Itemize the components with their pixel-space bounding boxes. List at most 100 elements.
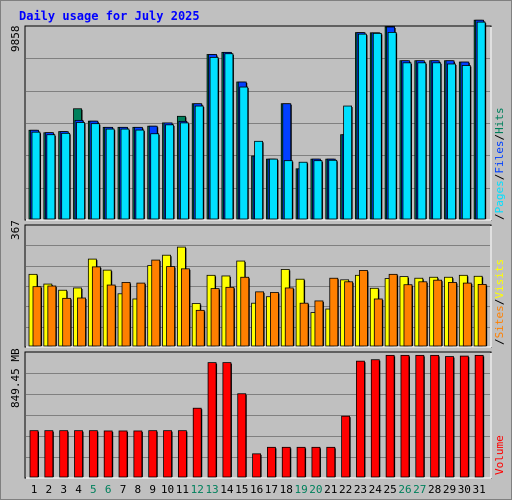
pages-bar: [120, 128, 130, 220]
volume-bar: [237, 393, 247, 478]
pages-bar: [298, 161, 308, 220]
volume-bar: [74, 430, 83, 478]
day-label: 19: [294, 483, 307, 496]
pages-bar: [90, 123, 100, 220]
volume-bar: [88, 430, 98, 478]
volume-bar: [385, 354, 395, 478]
volume-panel-ymax-label: 849.45 MB: [9, 348, 22, 408]
sites-bar: [359, 270, 368, 347]
pages-bar: [283, 160, 293, 220]
pages-bar: [402, 62, 412, 220]
volume-bar: [267, 446, 276, 478]
pages-bar: [194, 105, 204, 220]
pages-bar: [179, 122, 189, 220]
legend-separator: /: [493, 134, 506, 141]
volume-bar: [281, 446, 291, 478]
volume-bar: [311, 446, 321, 478]
day-label: 29: [443, 483, 456, 496]
sites-bar: [344, 281, 354, 347]
sites-bar: [106, 284, 116, 347]
pages-bar: [358, 33, 367, 220]
pages-bar: [476, 21, 486, 220]
volume-bar: [192, 407, 202, 478]
sites-bar: [270, 292, 279, 347]
pages-bar: [447, 63, 456, 220]
visits-panel-ymax-label: 367: [9, 220, 22, 240]
day-label: 31: [473, 483, 486, 496]
legend-text: /Pages/Files/Hits: [493, 107, 506, 220]
sites-bar: [299, 302, 309, 347]
legend-files: Files: [493, 141, 506, 174]
chart-title: Daily usage for July 2025: [19, 9, 200, 23]
day-label: 8: [135, 483, 142, 496]
day-label: 13: [205, 483, 218, 496]
day-label: 3: [60, 483, 67, 496]
day-label: 15: [235, 483, 248, 496]
legend-separator: /: [493, 174, 506, 181]
volume-bar: [29, 430, 39, 478]
sites-bar: [225, 286, 235, 347]
volume-bar: [163, 430, 172, 478]
day-label: 16: [250, 483, 263, 496]
sites-bar: [121, 282, 131, 347]
sites-bar: [91, 266, 101, 347]
sites-bar: [195, 309, 205, 347]
volume-bar: [459, 355, 469, 478]
day-label: 18: [280, 483, 293, 496]
volume-bar: [177, 430, 187, 478]
volume-bar: [400, 354, 410, 478]
sites-bar: [284, 287, 294, 347]
day-label: 11: [176, 483, 189, 496]
pages-bar: [165, 124, 174, 220]
sites-bar: [329, 277, 339, 347]
pages-bar: [31, 131, 41, 220]
sites-bar: [166, 266, 175, 347]
pages-bar: [135, 129, 145, 220]
legend-text: Volume: [493, 435, 506, 475]
volume-bar: [207, 362, 217, 478]
day-label: 20: [309, 483, 322, 496]
volume-bar: [44, 430, 54, 478]
sites-bar: [373, 298, 383, 347]
sites-bar: [433, 279, 443, 347]
day-label: 30: [458, 483, 471, 496]
sites-bar: [62, 297, 72, 347]
pages-bar: [150, 133, 160, 220]
legend-volume: Volume: [493, 435, 506, 475]
pages-bar: [105, 128, 115, 220]
day-label: 10: [161, 483, 174, 496]
pages-bar: [239, 86, 249, 220]
legend-pages: Pages: [493, 180, 506, 213]
hits-panel-ymax-label: 9858: [9, 26, 22, 53]
legend-hits-files-pages: /Pages/Files/Hits: [493, 107, 506, 220]
pages-bar: [461, 65, 471, 220]
day-label: 26: [398, 483, 411, 496]
pages-bar: [254, 140, 263, 220]
day-label: 9: [149, 483, 156, 496]
pages-bar: [372, 32, 382, 220]
day-label: 21: [324, 483, 337, 496]
legend-hits: Hits: [493, 107, 506, 134]
pages-bar: [209, 57, 219, 220]
pages-bar: [387, 32, 397, 220]
volume-bar: [118, 430, 128, 478]
legend-visits: Visits: [493, 259, 506, 299]
volume-bar: [474, 354, 484, 478]
volume-bar: [59, 430, 69, 478]
volume-bar: [133, 430, 143, 478]
legend-sites: Sites: [493, 305, 506, 338]
sites-bar: [32, 286, 42, 347]
pages-bar: [328, 159, 338, 220]
sites-bar: [477, 283, 487, 347]
day-label: 27: [413, 483, 426, 496]
sites-bar: [77, 297, 86, 347]
legend-separator: /: [493, 213, 506, 220]
day-label: 24: [369, 483, 383, 496]
sites-bar: [448, 282, 457, 347]
pages-bar: [417, 62, 427, 220]
day-label: 28: [428, 483, 441, 496]
volume-bar: [148, 430, 158, 478]
sites-bar: [418, 281, 428, 347]
day-label: 14: [220, 483, 234, 496]
day-label: 2: [46, 483, 53, 496]
